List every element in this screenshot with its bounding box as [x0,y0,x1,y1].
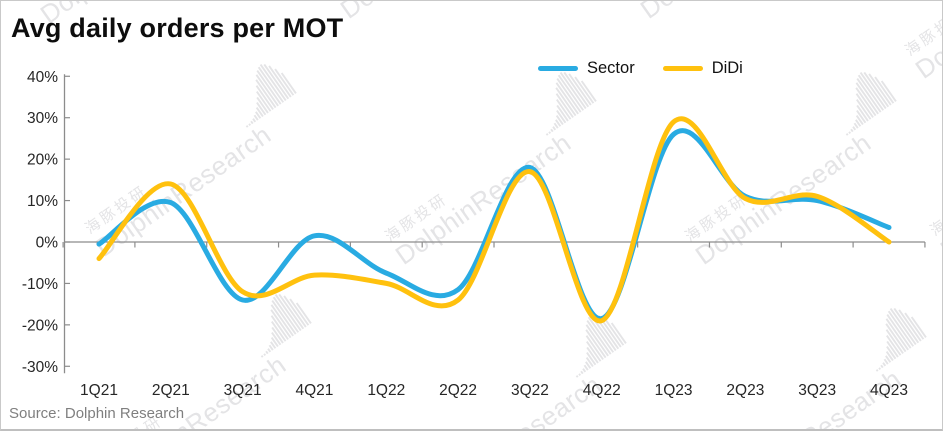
x-axis-tick-label: 2Q21 [152,382,190,399]
watermark-en-text: DolphinResearch [635,1,864,25]
watermark-en-text: DolphinResearch [934,121,943,265]
watermark-en-text: DolphinResearch [389,127,577,271]
watermark-en-text: DolphinResearch [689,127,877,271]
x-axis-tick-label: 3Q21 [224,382,262,399]
y-axis-tick-label: 0% [36,235,59,252]
legend-item-sector[interactable]: Sector [538,59,635,78]
x-axis-tick-label: 4Q23 [870,382,908,399]
dolphin-bars-logo-icon [875,307,927,372]
watermark-cn-text: 海豚投研 [712,426,781,429]
chart-title: Avg daily orders per MOT [11,13,344,43]
legend-swatch-icon [662,66,703,71]
watermark-en-text: DolphinResearch [89,119,277,263]
x-axis-tick-label: 3Q22 [511,382,549,399]
watermark-en-text: DolphinResearch [335,1,564,25]
y-axis-tick-label: 20% [27,152,58,169]
watermark-en-text: DolphinResearch [909,0,943,85]
series-line-didi [96,116,892,324]
x-axis-tick-label: 1Q23 [655,382,693,399]
y-axis-tick-label: 40% [27,69,58,86]
watermark-cn-text: 海豚投研 [382,190,451,246]
y-axis-tick-label: 30% [27,110,58,127]
legend-label: Sector [587,59,635,77]
watermark-cn-text: 海豚投研 [682,190,751,246]
y-axis-tick-label: -20% [22,317,58,334]
watermark-cn-text: 海豚投研 [902,4,943,60]
x-axis-tick-label: 1Q21 [80,382,118,399]
legend-label: DiDi [711,59,743,77]
x-axis-tick-label: 3Q23 [798,382,836,399]
legend: Sector DiDi [538,59,743,78]
x-axis-tick-label: 2Q23 [726,382,764,399]
dolphin-bars-logo-icon [245,63,297,128]
dolphin-bars-logo-icon [845,71,897,136]
x-axis-tick-label: 4Q21 [295,382,333,399]
watermark-cn-text: 海豚投研 [82,182,151,238]
series-line-sector [96,128,892,322]
dolphin-bars-logo-icon [260,293,312,358]
watermark-en-text: DolphinResearch [420,340,649,429]
legend-item-didi[interactable]: DiDi [662,59,743,78]
y-axis-tick-label: 10% [27,193,58,210]
watermark-cn-text: 海豚投研 [27,1,96,5]
x-axis-tick-label: 1Q22 [367,382,405,399]
y-axis-tick-label: -10% [22,276,58,293]
watermark-en-text: DolphinResearch [720,334,942,429]
source-note: Source: Dolphin Research [9,405,185,422]
y-axis-tick-label: -30% [22,359,58,376]
dolphin-bars-logo-icon [575,313,627,378]
legend-swatch-icon [538,66,578,71]
x-axis-tick-label: 2Q22 [439,382,477,399]
watermark-cn-text: 海豚投研 [927,184,943,240]
x-axis-tick-label: 4Q22 [583,382,621,399]
